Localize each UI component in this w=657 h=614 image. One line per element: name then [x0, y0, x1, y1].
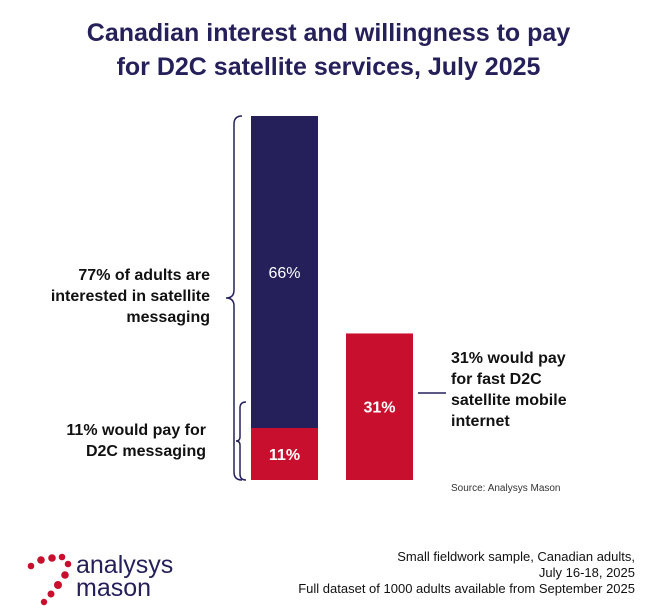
- chart-title: Canadian interest and willingness to pay…: [0, 16, 657, 84]
- logo-line-2: mason: [76, 574, 152, 602]
- annotation-pay-internet-line-4: internet: [451, 413, 510, 430]
- annotation-pay-internet: 31% would pay for fast D2C satellite mob…: [451, 348, 567, 432]
- bar-1-segment-1: [251, 428, 318, 480]
- analysys-mason-logo-icon: [27, 553, 72, 606]
- footnote: Small fieldwork sample, Canadian adults,…: [298, 549, 635, 597]
- chart-title-line-2: for D2C satellite services, July 2025: [116, 53, 541, 81]
- bar-chart: 11% 66% 31%: [225, 115, 446, 481]
- annotation-pay-messaging: 11% would pay for D2C messaging: [66, 420, 206, 462]
- source-note: Source: Analysys Mason: [451, 483, 561, 494]
- annotation-interested-line-1: 77% of adults are: [78, 267, 210, 284]
- bar-1-segment-2-label: 66%: [268, 265, 300, 282]
- footnote-line-2: July 16-18, 2025: [538, 565, 635, 580]
- annotation-interested-line-3: messaging: [126, 309, 210, 326]
- footnote-line-1: Small fieldwork sample, Canadian adults,: [397, 549, 635, 564]
- bar-2-segment-1: [346, 333, 413, 480]
- annotation-interested-line-2: interested in satellite: [50, 288, 210, 305]
- bar-2-segment-1-label: 31%: [363, 400, 395, 417]
- logo-wordmark: analysys mason: [76, 551, 174, 602]
- bar-1-segment-2: [251, 116, 318, 428]
- annotation-interested: 77% of adults are interested in satellit…: [51, 265, 210, 328]
- footnote-line-3: Full dataset of 1000 adults available fr…: [298, 581, 635, 596]
- annotation-pay-messaging-line-1: 11% would pay for: [66, 422, 206, 439]
- bracket-total: [225, 115, 243, 481]
- annotation-pay-internet-line-2: for fast D2C: [451, 371, 542, 388]
- annotation-pay-internet-line-3: satellite mobile: [451, 392, 567, 409]
- bar-1-segment-1-label: 11%: [269, 447, 300, 464]
- annotation-pay-internet-line-1: 31% would pay: [451, 350, 566, 367]
- bracket-paying: [235, 401, 247, 481]
- logo-line-1: analysys: [76, 551, 174, 579]
- annotation-pay-messaging-line-2: D2C messaging: [85, 443, 206, 460]
- chart-title-line-1: Canadian interest and willingness to pay: [86, 19, 571, 47]
